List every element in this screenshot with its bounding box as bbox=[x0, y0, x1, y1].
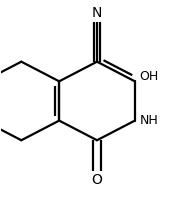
Text: OH: OH bbox=[140, 70, 159, 83]
Text: O: O bbox=[92, 174, 103, 187]
Text: NH: NH bbox=[140, 114, 158, 127]
Text: N: N bbox=[92, 6, 102, 20]
